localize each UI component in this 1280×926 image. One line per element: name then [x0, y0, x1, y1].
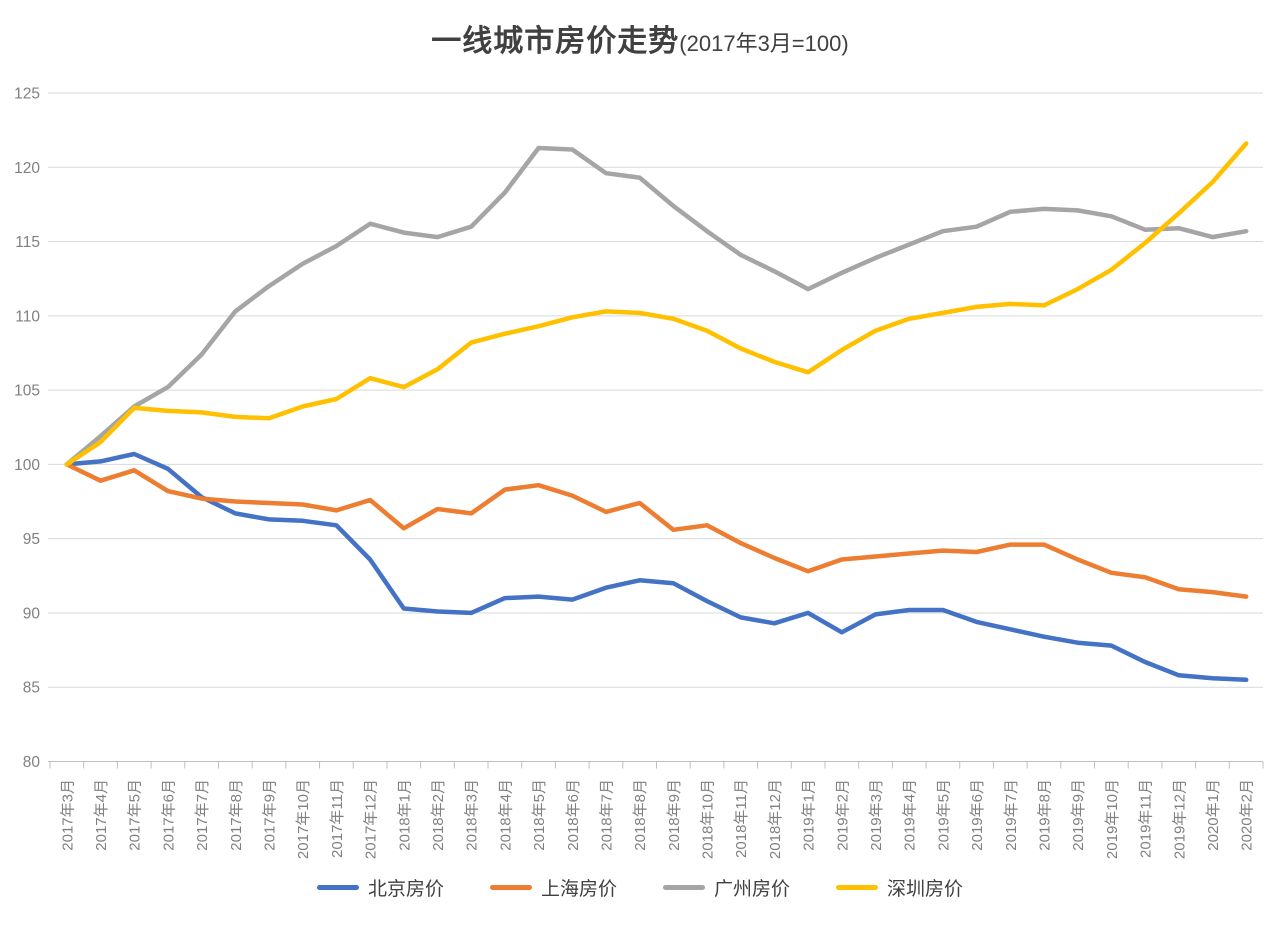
legend: 北京房价 上海房价 广州房价 深圳房价 — [0, 874, 1280, 901]
x-tick-label: 2019年8月 — [1036, 779, 1053, 851]
x-tick-label: 2018年2月 — [430, 779, 447, 851]
legend-item-shanghai: 上海房价 — [489, 874, 617, 901]
x-tick-label: 2018年9月 — [666, 779, 683, 851]
chart-title: 一线城市房价走势(2017年3月=100) — [0, 16, 1280, 60]
x-tick-label: 2019年6月 — [969, 779, 986, 851]
legend-item-shenzhen: 深圳房价 — [836, 874, 963, 901]
y-tick-label: 80 — [23, 754, 41, 771]
x-tick-label: 2017年7月 — [194, 779, 211, 851]
x-tick-label: 2019年5月 — [935, 779, 952, 851]
y-tick-label: 115 — [15, 234, 40, 251]
legend-item-guangzhou: 广州房价 — [663, 874, 790, 901]
x-tick-label: 2019年3月 — [868, 779, 885, 851]
x-tick-label: 2018年8月 — [632, 779, 649, 851]
x-tick-label: 2020年1月 — [1205, 779, 1222, 851]
series-line-shanghai — [64, 462, 1249, 599]
x-tick-label: 2017年11月 — [329, 779, 346, 858]
y-tick-label: 110 — [15, 308, 40, 325]
y-tick-label: 125 — [14, 86, 40, 103]
x-tick-label: 2018年7月 — [598, 779, 615, 851]
y-tick-label: 85 — [23, 680, 40, 697]
x-tick-label: 2017年12月 — [363, 779, 380, 859]
series-line-guangzhou — [64, 145, 1249, 467]
x-tick-label: 2020年2月 — [1239, 779, 1256, 851]
series-line-shenzhen — [64, 141, 1249, 467]
x-tick-label: 2018年1月 — [396, 779, 413, 851]
legend-swatch-guangzhou — [663, 885, 705, 890]
legend-item-beijing: 北京房价 — [316, 874, 444, 901]
x-tick-label: 2018年5月 — [531, 779, 548, 851]
x-tick-label: 2019年2月 — [834, 779, 851, 851]
x-tick-label: 2018年3月 — [464, 779, 481, 851]
x-tick-label: 2019年10月 — [1104, 779, 1121, 859]
chart-title-main: 一线城市房价走势 — [431, 25, 680, 58]
x-tick-label: 2017年10月 — [295, 779, 312, 859]
x-tick-label: 2017年6月 — [160, 779, 177, 851]
x-tick-label: 2019年11月 — [1138, 779, 1155, 858]
x-tick-label: 2019年4月 — [902, 779, 919, 851]
legend-swatch-shenzhen — [836, 885, 879, 890]
x-tick-label: 2017年8月 — [228, 779, 245, 851]
x-tick-label: 2018年6月 — [565, 779, 582, 851]
legend-label-beijing: 北京房价 — [367, 879, 444, 900]
x-tick-label: 2018年4月 — [497, 779, 514, 851]
x-tick-label: 2018年10月 — [700, 779, 717, 859]
legend-label-shanghai: 上海房价 — [540, 879, 617, 900]
x-tick-label: 2017年5月 — [127, 779, 144, 851]
legend-swatch-beijing — [316, 885, 359, 890]
x-tick-label: 2018年11月 — [733, 779, 750, 858]
x-tick-label: 2017年9月 — [262, 779, 279, 851]
x-tick-label: 2017年3月 — [59, 779, 76, 851]
x-tick-label: 2019年9月 — [1070, 779, 1087, 851]
legend-label-guangzhou: 广州房价 — [714, 879, 791, 900]
chart-title-suffix: (2017年3月=100) — [679, 31, 849, 56]
y-tick-label: 90 — [23, 605, 41, 622]
x-tick-label: 2019年1月 — [801, 779, 818, 851]
x-tick-label: 2018年12月 — [767, 779, 784, 859]
legend-label-shenzhen: 深圳房价 — [887, 879, 964, 900]
legend-swatch-shanghai — [489, 885, 532, 890]
y-tick-label: 120 — [14, 160, 40, 177]
series-line-beijing — [64, 451, 1249, 683]
y-tick-label: 95 — [23, 531, 40, 548]
x-tick-label: 2019年12月 — [1171, 779, 1188, 859]
x-tick-label: 2017年4月 — [93, 779, 110, 851]
x-tick-label: 2019年7月 — [1003, 779, 1020, 851]
y-tick-label: 105 — [14, 383, 40, 400]
y-tick-label: 100 — [14, 457, 40, 474]
